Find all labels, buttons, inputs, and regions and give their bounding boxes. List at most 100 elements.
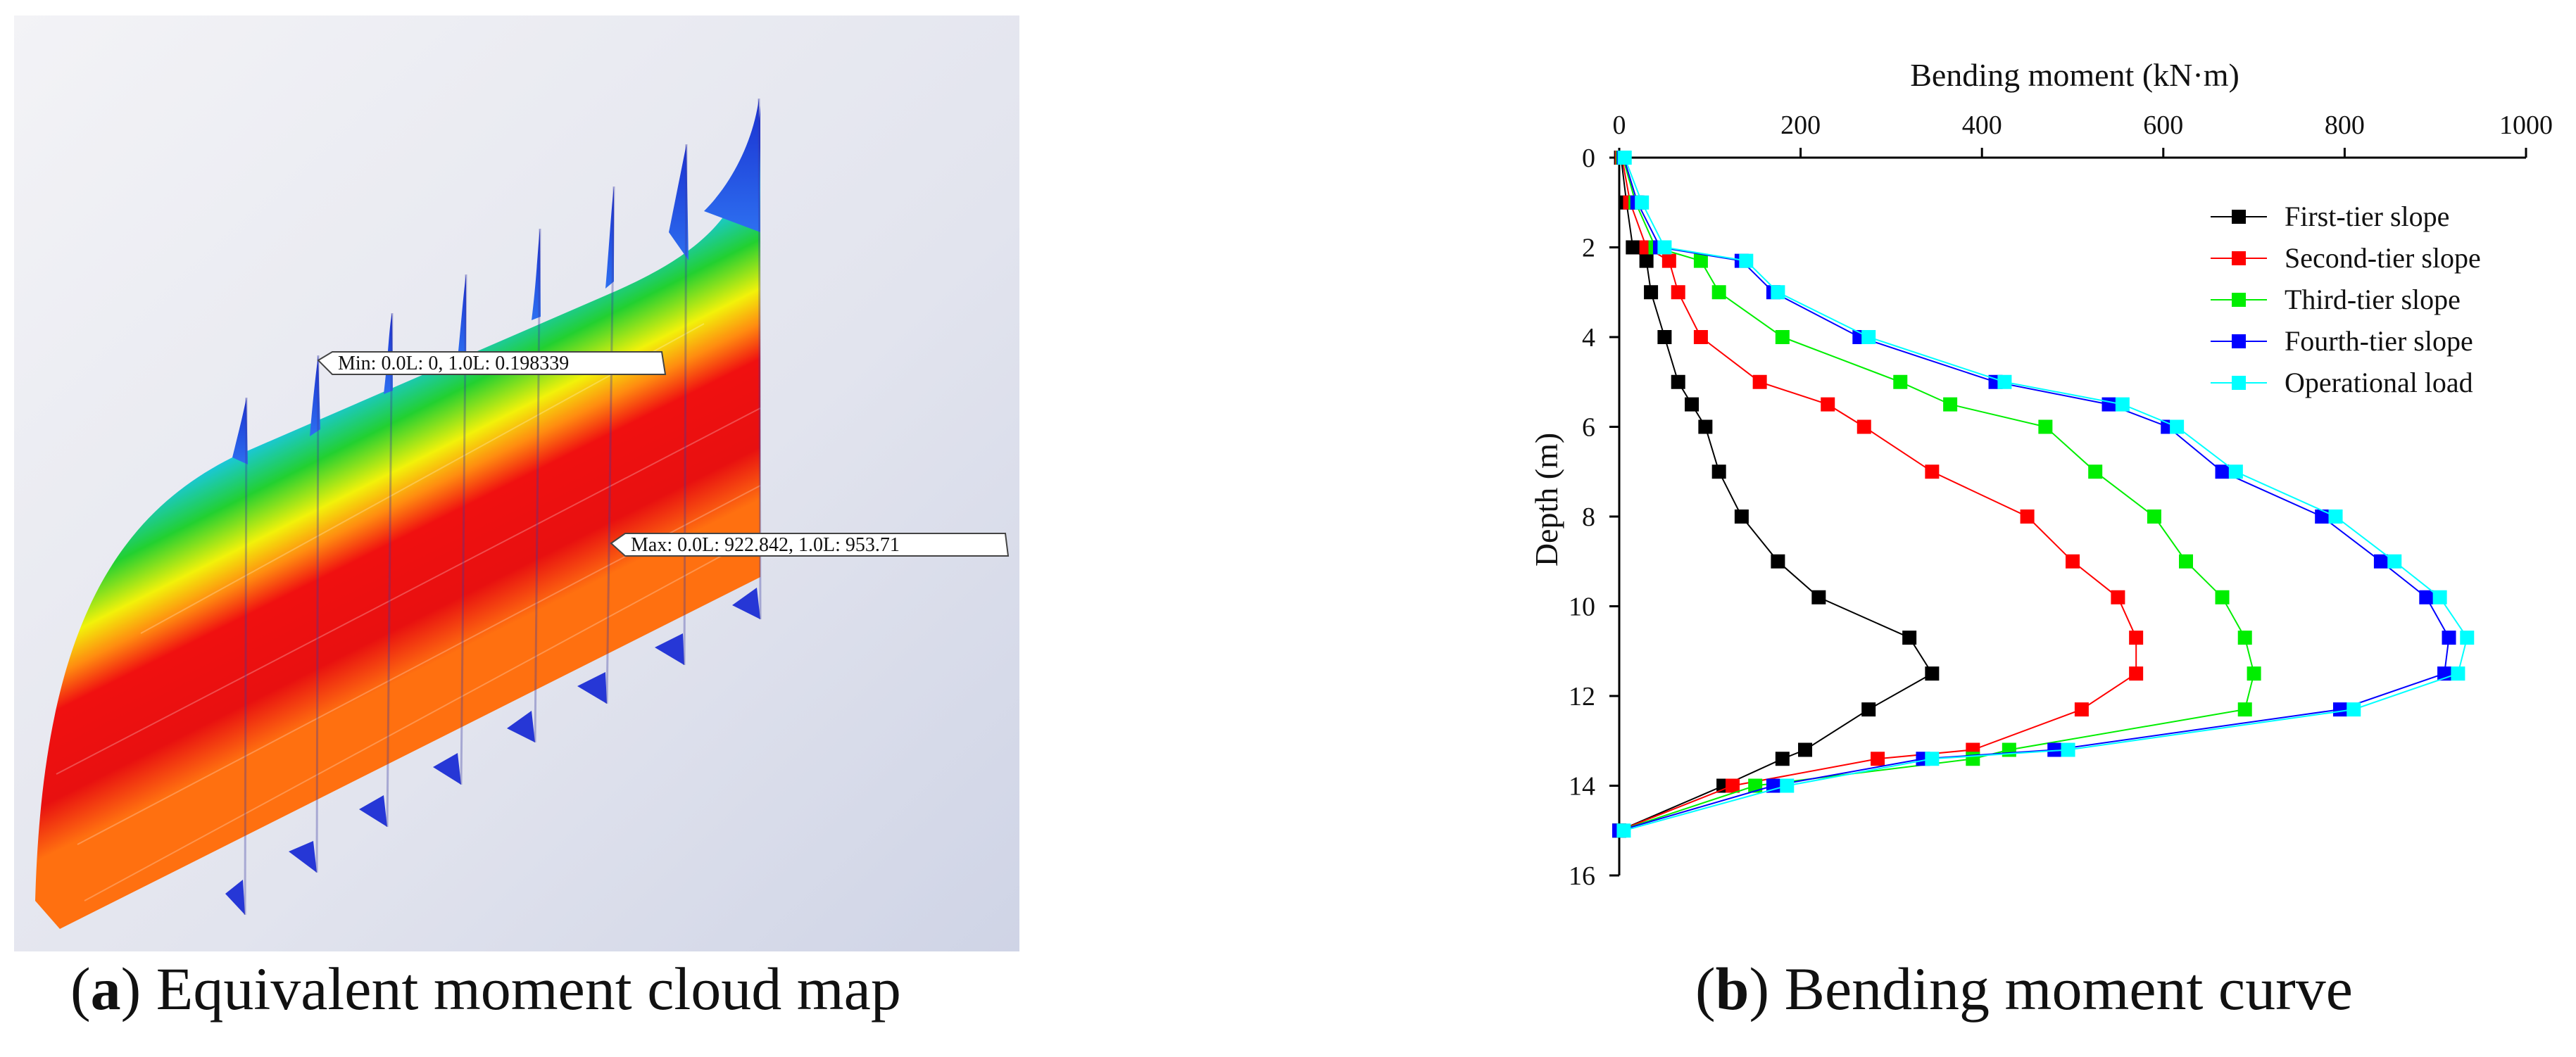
min-label-box: Min: 0.0L: 0, 1.0L: 0.198339 [317, 351, 667, 375]
chart-axes: 0 200 400 600 800 1000 0 2 4 6 8 10 12 14 16 [1569, 110, 2553, 891]
legend-marker [2232, 293, 2246, 307]
data-point [1861, 702, 1876, 717]
data-point [2432, 590, 2447, 605]
y-tick-label: 6 [1582, 413, 1595, 443]
data-point [1693, 330, 1708, 344]
data-point [1771, 554, 1785, 569]
data-point [1861, 330, 1876, 344]
data-point [2237, 702, 2252, 717]
data-point [2147, 509, 2161, 524]
data-point [1693, 253, 1708, 268]
data-point [1997, 374, 2012, 389]
data-point [1780, 778, 1795, 793]
data-point [2237, 631, 2252, 645]
data-point [2020, 509, 2035, 524]
data-point [2247, 666, 2261, 681]
chart-y-axis-label: Depth (m) [1528, 433, 1564, 567]
data-point [1775, 330, 1790, 344]
data-point [1626, 240, 1640, 255]
data-point [1871, 752, 1885, 766]
x-tick-label: 400 [1962, 110, 2002, 140]
data-point [2129, 631, 2144, 645]
y-tick-label: 8 [1582, 502, 1595, 532]
data-point [1766, 778, 1780, 793]
data-point [1698, 419, 1713, 434]
max-label-box: Max: 0.0L: 922.842, 1.0L: 953.71 [610, 533, 1010, 557]
data-point [1925, 752, 1940, 766]
y-tick-label: 2 [1582, 234, 1595, 263]
y-tick-label: 0 [1582, 144, 1595, 173]
data-point [1671, 374, 1685, 389]
data-point [1893, 374, 1908, 389]
data-point [1661, 253, 1676, 268]
data-point [1966, 752, 1980, 766]
caption-a-letter: a [90, 955, 121, 1023]
data-point [2179, 554, 2193, 569]
bending-moment-chart: Bending moment (kN·m) Depth (m) 0 200 400 6… [1528, 57, 2553, 891]
panel-b-bending-chart: Bending moment (kN·m) Depth (m) 0 200 400 6… [1500, 0, 2576, 1057]
legend-marker [2232, 251, 2246, 265]
legend-label: Operational load [2285, 367, 2473, 398]
data-point [1635, 195, 1650, 210]
data-point [1811, 590, 1826, 605]
data-point [1856, 419, 1871, 434]
cloud-map-figure: Min: 0.0L: 0, 1.0L: 0.198339 Max: 0.0L: … [14, 15, 1019, 951]
chart-legend: First-tier slope Second-tier slope Third-t… [2211, 201, 2481, 398]
data-point [2215, 464, 2230, 479]
legend-marker [2232, 376, 2246, 390]
data-point [1657, 330, 1672, 344]
data-point [2088, 464, 2103, 479]
data-point [2451, 666, 2465, 681]
caption-b-letter: b [1715, 955, 1749, 1023]
panel-a-cloud-map: Min: 0.0L: 0, 1.0L: 0.198339 Max: 0.0L: … [0, 0, 1035, 1057]
data-point [1943, 397, 1958, 412]
data-point [1902, 631, 1917, 645]
data-point [1821, 397, 1835, 412]
data-point [1617, 151, 1632, 165]
data-point [2170, 419, 2185, 434]
data-point [2101, 397, 2116, 412]
x-tick-label: 200 [1780, 110, 1821, 140]
max-label-text: Max: 0.0L: 922.842, 1.0L: 953.71 [631, 534, 900, 556]
y-tick-label: 14 [1569, 772, 1595, 802]
caption-b-text: Bending moment curve [1784, 955, 2353, 1023]
data-point [2346, 702, 2361, 717]
legend-marker [2232, 210, 2246, 224]
y-tick-label: 10 [1569, 593, 1595, 622]
data-point [2442, 631, 2456, 645]
y-tick-label: 4 [1582, 323, 1595, 353]
data-point [2228, 464, 2243, 479]
y-tick-label: 12 [1569, 682, 1595, 711]
pile-spikes [232, 99, 760, 464]
data-point [2328, 509, 2343, 524]
data-point [2129, 666, 2144, 681]
data-point [1671, 285, 1685, 300]
series-2 [1612, 151, 2144, 838]
legend-label: Fourth-tier slope [2285, 325, 2473, 357]
data-point [2066, 554, 2080, 569]
data-point [1748, 778, 1763, 793]
pile-tips [225, 588, 760, 915]
data-point [1711, 285, 1726, 300]
caption-a: (a) Equivalent moment cloud map [70, 955, 901, 1023]
data-point [1925, 464, 1940, 479]
data-point [2047, 742, 2062, 757]
legend-label: First-tier slope [2285, 201, 2449, 232]
data-point [2111, 590, 2125, 605]
data-point [1616, 823, 1631, 838]
data-point [1657, 240, 1672, 255]
data-point [1752, 374, 1767, 389]
data-point [1711, 464, 1726, 479]
data-point [1925, 666, 1940, 681]
data-point [2373, 554, 2388, 569]
data-point [1775, 752, 1790, 766]
data-point [2061, 742, 2075, 757]
series-5 [1616, 151, 2475, 838]
data-point [1734, 509, 1749, 524]
legend-marker [2232, 334, 2246, 348]
data-point [1798, 742, 1813, 757]
data-point [1685, 397, 1699, 412]
data-point [1726, 778, 1740, 793]
y-tick-label: 16 [1569, 861, 1595, 891]
data-point [2038, 419, 2053, 434]
